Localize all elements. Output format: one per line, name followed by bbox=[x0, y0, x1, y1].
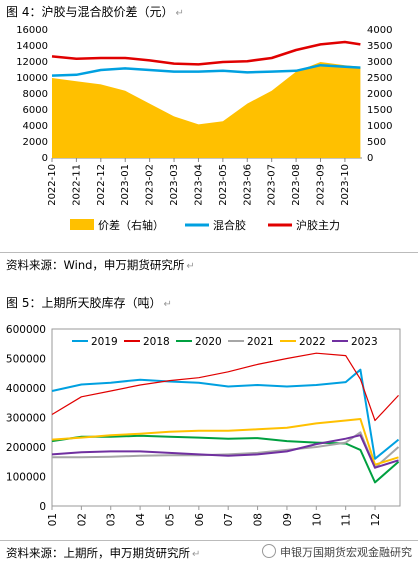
chart-inventory: 0 100000 200000 300000 400000 500000 600000 01 0… bbox=[6, 324, 401, 527]
y-left-tick-label: 4000 bbox=[23, 121, 48, 132]
legend-label: 价差（右轴） bbox=[98, 218, 164, 232]
y-left-tick-label: 0 bbox=[42, 153, 48, 164]
x-tick-label: 2023-10 bbox=[340, 164, 351, 206]
y-tick-label: 0 bbox=[39, 501, 46, 513]
legend-label: 2020 bbox=[195, 336, 222, 348]
figure4-title: 图 4：沪胶与混合胶价差（元） ↵ bbox=[6, 3, 184, 20]
x-tick-label: 2023-05 bbox=[218, 164, 229, 206]
y-tick-label: 600000 bbox=[6, 324, 46, 336]
x-tick-label: 06 bbox=[194, 513, 206, 527]
y-left-tick-label: 8000 bbox=[23, 89, 48, 100]
figure5-source: 资料来源：上期所，申万期货研究所 ↵ bbox=[6, 545, 200, 561]
y-left-tick-label: 6000 bbox=[23, 105, 48, 116]
x-tick-label: 12 bbox=[370, 513, 382, 526]
x-tick-label: 01 bbox=[47, 513, 59, 526]
x-tick-label: 07 bbox=[223, 513, 235, 526]
divider bbox=[0, 252, 418, 253]
y-left-tick-label: 14000 bbox=[16, 41, 48, 52]
legend-label: 2019 bbox=[91, 336, 118, 348]
figure4-title-text: 图 4：沪胶与混合胶价差（元） bbox=[6, 5, 174, 19]
figure5-title-text: 图 5：上期所天胶库存（吨） bbox=[6, 296, 162, 310]
y-tick-label: 200000 bbox=[6, 442, 46, 454]
x-tick-label: 03 bbox=[106, 513, 118, 526]
chart-spread: 0 2000 4000 6000 8000 10000 12000 14000 16000 0 50… bbox=[16, 25, 392, 232]
y-left-tick-label: 10000 bbox=[16, 73, 48, 84]
figure5-source-text: 资料来源：上期所，申万期货研究所 bbox=[6, 546, 190, 560]
x-tick-label: 10 bbox=[311, 513, 323, 526]
legend-label: 沪胶主力 bbox=[296, 218, 340, 232]
x-tick-label: 2023-02 bbox=[145, 164, 156, 206]
series-line-2023 bbox=[51, 434, 399, 469]
series-line-混合胶 bbox=[51, 63, 361, 77]
divider bbox=[0, 540, 418, 541]
x-tick-label: 2023-08 bbox=[291, 164, 302, 206]
series-line-2021 bbox=[52, 431, 400, 469]
watermark-text: 申银万国期货宏观金融研究 bbox=[280, 546, 412, 559]
y-right-tick-label: 0 bbox=[367, 153, 373, 164]
x-tick-label: 2023-09 bbox=[316, 164, 327, 206]
figure4-source: 资料来源：Wind，申万期货研究所 ↵ bbox=[6, 257, 195, 273]
watermark: 申银万国期货宏观金融研究 bbox=[262, 544, 412, 560]
x-tick-label: 05 bbox=[164, 513, 176, 526]
x-tick-label: 2023-04 bbox=[193, 164, 204, 206]
y-right-tick-label: 4000 bbox=[367, 25, 392, 36]
x-tick-label: 02 bbox=[76, 513, 88, 526]
series-line-2019 bbox=[51, 368, 400, 460]
x-tick-label: 2022-12 bbox=[96, 164, 107, 206]
series-line-沪胶主力 bbox=[51, 40, 361, 66]
paragraph-mark-icon: ↵ bbox=[163, 299, 172, 310]
series-line-2018 bbox=[51, 352, 399, 422]
y-left-tick-label: 12000 bbox=[16, 57, 48, 68]
y-right-tick-label: 500 bbox=[367, 137, 386, 148]
y-right-tick-label: 2000 bbox=[367, 89, 392, 100]
legend-label: 2023 bbox=[351, 336, 378, 348]
x-tick-label: 2022-10 bbox=[47, 164, 58, 206]
figure5-title: 图 5：上期所天胶库存（吨） ↵ bbox=[6, 294, 172, 311]
legend-label: 2022 bbox=[299, 336, 326, 348]
series-line-2020 bbox=[51, 434, 400, 484]
x-tick-label: 09 bbox=[282, 513, 294, 526]
y-tick-label: 100000 bbox=[6, 472, 46, 484]
y-right-tick-label: 3000 bbox=[367, 57, 392, 68]
y-right-tick-label: 1000 bbox=[367, 121, 392, 132]
paragraph-mark-icon: ↵ bbox=[192, 549, 201, 560]
x-tick-label: 04 bbox=[135, 513, 147, 527]
y-tick-label: 300000 bbox=[6, 413, 46, 425]
x-tick-label: 2023-03 bbox=[169, 164, 180, 206]
x-tick-label: 11 bbox=[341, 513, 353, 526]
series-area-价差（右轴） bbox=[52, 62, 361, 158]
wechat-icon bbox=[262, 544, 276, 558]
legend-label: 混合胶 bbox=[213, 218, 246, 232]
y-tick-label: 400000 bbox=[6, 383, 46, 395]
y-left-tick-label: 2000 bbox=[23, 137, 48, 148]
paragraph-mark-icon: ↵ bbox=[175, 8, 184, 19]
figure4-source-text: 资料来源：Wind，申万期货研究所 bbox=[6, 258, 185, 272]
y-tick-label: 500000 bbox=[6, 354, 46, 366]
y-left-tick-label: 16000 bbox=[16, 25, 48, 36]
y-right-tick-label: 1500 bbox=[367, 105, 392, 116]
x-tick-label: 2023-07 bbox=[267, 164, 278, 206]
y-right-tick-label: 2500 bbox=[367, 73, 392, 84]
plot-frame bbox=[51, 328, 401, 507]
paragraph-mark-icon: ↵ bbox=[186, 261, 195, 272]
x-tick-label: 2022-11 bbox=[71, 164, 82, 206]
x-tick-label: 08 bbox=[253, 513, 265, 526]
series-line-2022 bbox=[51, 418, 399, 466]
legend-label: 2018 bbox=[143, 336, 170, 348]
legend-label: 2021 bbox=[247, 336, 274, 348]
y-right-tick-label: 3500 bbox=[367, 41, 392, 52]
x-tick-label: 2023-01 bbox=[120, 164, 131, 206]
legend-swatch bbox=[70, 219, 94, 230]
x-tick-label: 2023-06 bbox=[242, 164, 253, 206]
